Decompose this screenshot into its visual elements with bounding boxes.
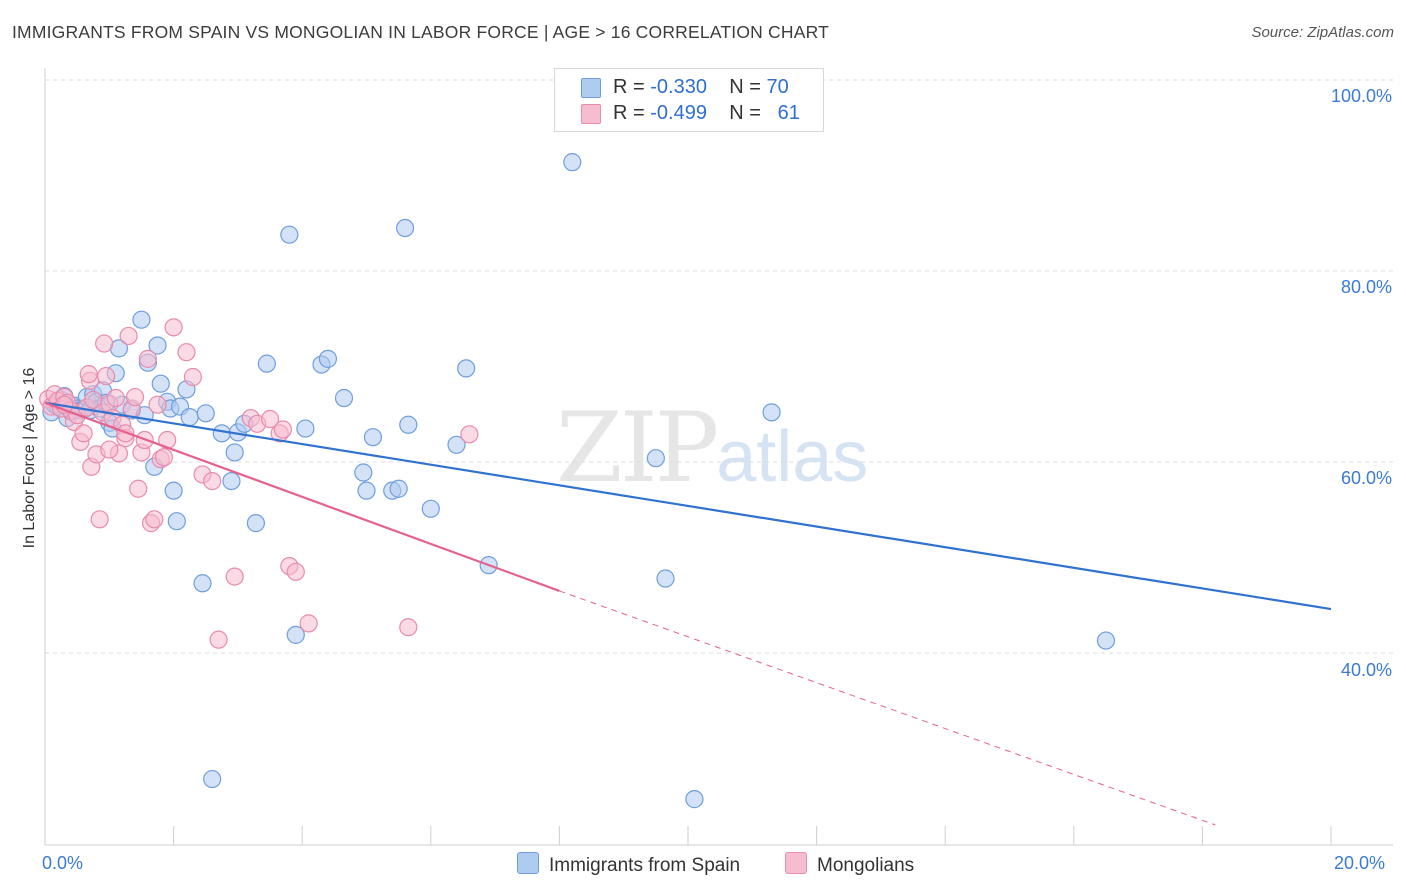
source-label: Source: ZipAtlas.com	[1251, 24, 1394, 41]
point-spain-28	[148, 336, 167, 355]
point-mongolians-20	[96, 366, 116, 386]
x-tick-label-0: 0.0%	[42, 853, 84, 873]
point-spain-37	[193, 574, 212, 593]
point-mongolians-11	[74, 424, 93, 443]
point-mongolians-51	[273, 420, 293, 439]
watermark: ZIPatlas	[556, 392, 868, 504]
point-spain-44	[246, 514, 266, 533]
point-mongolians-19	[95, 334, 114, 353]
bottom-legend-label-mongolians: Mongolians	[817, 855, 915, 876]
point-mongolians-57	[100, 440, 119, 459]
point-mongolians-17	[90, 510, 109, 529]
watermark-atlas: atlas	[716, 417, 869, 497]
point-mongolians-53	[286, 562, 305, 581]
bottom-legend-swatch-spain	[517, 852, 539, 874]
point-mongolians-46	[225, 567, 244, 586]
point-mongolians-41	[177, 343, 196, 362]
legend-text-mongolians: R = -0.499 N = 61	[613, 102, 800, 124]
trendline-spain	[44, 401, 1332, 611]
watermark-zip: ZIP	[556, 392, 719, 504]
point-mongolians-23	[106, 388, 125, 408]
point-spain-41	[225, 443, 244, 462]
point-spain-51	[334, 388, 354, 408]
legend-text-spain: R = -0.330 N = 70	[613, 76, 789, 98]
point-spain-34	[167, 512, 186, 531]
point-mongolians-40	[164, 318, 183, 337]
point-spain-45	[257, 354, 276, 373]
point-spain-54	[363, 428, 383, 447]
correlation-legend: R = -0.330 N = 70 R = -0.499 N = 61	[554, 68, 824, 132]
point-spain-47	[286, 625, 305, 644]
point-spain-58	[399, 415, 418, 434]
point-mongolians-45	[209, 630, 228, 649]
point-spain-53	[357, 481, 376, 500]
bottom-legend-mongolians: Mongolians	[785, 852, 914, 877]
trendline-mongolians-extension	[559, 590, 1216, 826]
point-mongolians-29	[125, 387, 145, 407]
point-spain-69	[203, 769, 222, 789]
y-tick-label-40: 40.0%	[1340, 660, 1392, 680]
point-spain-38	[196, 404, 215, 423]
point-spain-66	[685, 790, 704, 809]
point-mongolians-55	[399, 618, 418, 637]
point-spain-57	[395, 218, 415, 238]
point-mongolians-38	[154, 448, 174, 467]
point-spain-63	[563, 153, 582, 172]
point-spain-56	[389, 479, 408, 498]
y-tick-label-80: 80.0%	[1340, 277, 1392, 297]
chart-title: IMMIGRANTS FROM SPAIN VS MONGOLIAN IN LA…	[12, 22, 830, 42]
point-spain-64	[646, 449, 665, 468]
point-mongolians-36	[148, 395, 167, 414]
point-spain-24	[132, 310, 151, 329]
point-mongolians-44	[203, 472, 222, 491]
point-spain-48	[296, 419, 315, 438]
point-mongolians-27	[119, 326, 138, 346]
point-spain-32	[164, 481, 183, 500]
point-mongolians-54	[299, 614, 318, 633]
point-spain-52	[354, 463, 373, 482]
legend-swatch-mongolians	[581, 104, 601, 124]
point-spain-40	[222, 472, 241, 491]
point-spain-68	[1096, 631, 1116, 650]
trendline-mongolians	[44, 401, 560, 592]
point-spain-29	[151, 374, 170, 393]
point-spain-61	[457, 359, 476, 378]
point-spain-50	[318, 349, 338, 368]
point-spain-46	[280, 225, 299, 244]
point-mongolians-42	[183, 367, 202, 387]
y-axis-label: In Labor Force | Age > 16	[21, 367, 38, 549]
point-spain-36	[180, 408, 199, 427]
point-mongolians-30	[129, 479, 148, 498]
point-spain-67	[762, 403, 781, 422]
y-tick-label-60: 60.0%	[1340, 468, 1392, 488]
bottom-legend-label-spain: Immigrants from Spain	[549, 855, 741, 876]
point-mongolians-33	[138, 349, 157, 368]
point-mongolians-35	[145, 510, 164, 529]
legend-swatch-spain	[581, 78, 601, 98]
point-mongolians-58	[79, 365, 98, 384]
x-tick-label-20: 20.0%	[1334, 853, 1386, 873]
y-tick-label-100: 100.0%	[1330, 86, 1392, 106]
point-mongolians-56	[460, 425, 479, 444]
point-spain-59	[421, 499, 440, 518]
bottom-legend-swatch-mongolians	[785, 852, 807, 874]
point-mongolians-49	[260, 409, 280, 429]
point-spain-39	[212, 424, 231, 443]
bottom-legend-spain: Immigrants from Spain	[517, 852, 740, 877]
point-spain-60	[447, 435, 466, 454]
point-spain-65	[656, 569, 675, 588]
